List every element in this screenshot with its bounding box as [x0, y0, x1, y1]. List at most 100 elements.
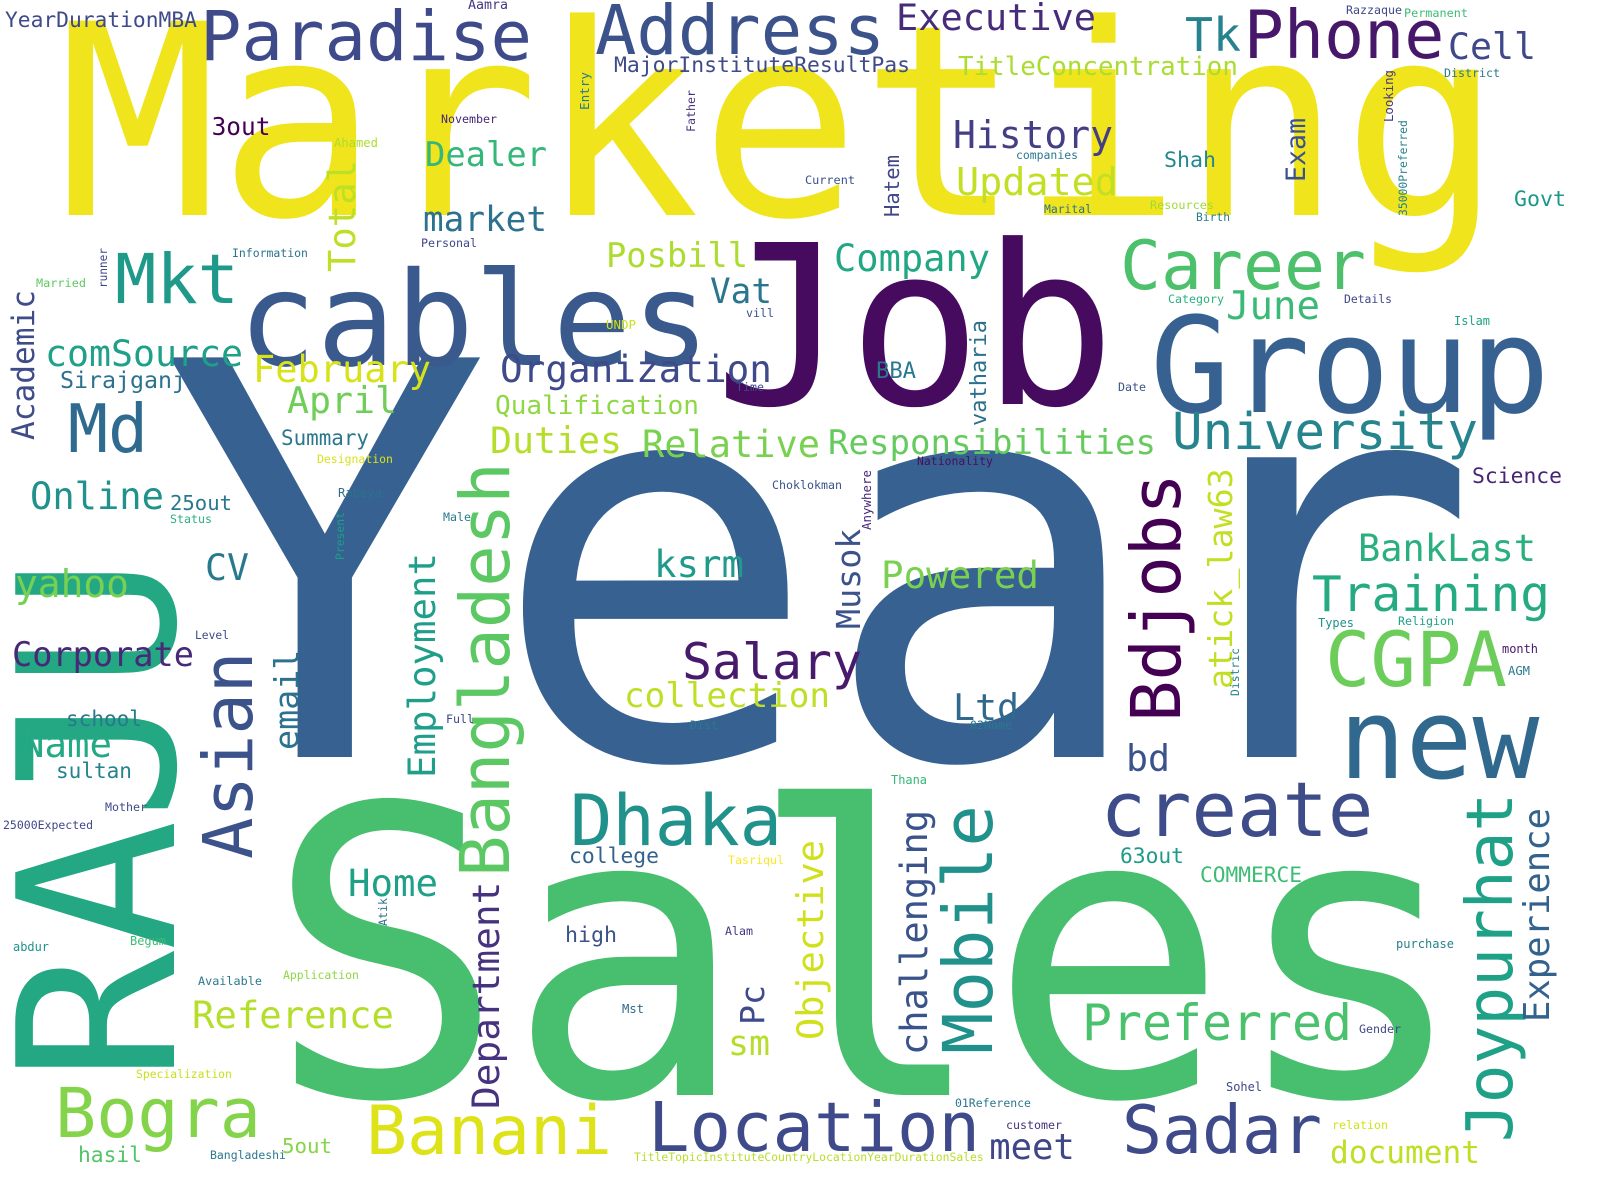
cloud-word: vatharia: [967, 320, 992, 426]
cloud-word: Razzaque: [1346, 2, 1402, 17]
cloud-word: Atik: [376, 898, 391, 926]
cloud-word: high: [565, 923, 617, 949]
cloud-word: February: [253, 348, 431, 391]
cloud-word: cables: [238, 244, 710, 397]
cloud-word: Musok: [829, 528, 869, 630]
cloud-word: Specialization: [136, 1066, 232, 1081]
cloud-word: Gender: [1359, 1021, 1401, 1036]
cloud-word: November: [441, 111, 497, 126]
cloud-word: Date: [1118, 379, 1146, 394]
cloud-word: school: [66, 705, 142, 731]
cloud-word: District: [1444, 65, 1500, 80]
cloud-word: purchase: [1396, 936, 1454, 951]
cloud-word: 63out: [1120, 843, 1184, 869]
cloud-word: Summary: [281, 425, 369, 450]
cloud-word: Entry: [576, 72, 592, 110]
cloud-word: Job: [714, 199, 1116, 457]
cloud-word: Present: [333, 512, 348, 560]
cloud-word: Ahamed: [334, 136, 378, 151]
cloud-word: Begum: [130, 933, 166, 948]
cloud-word: create: [1100, 766, 1374, 855]
cloud-word: Bangladesh: [445, 462, 526, 878]
cloud-word: Sales: [265, 723, 1471, 1190]
cloud-word: hasil: [78, 1142, 142, 1168]
cloud-word: Joypurhat: [1452, 792, 1528, 1143]
cloud-word: Alam: [725, 923, 753, 938]
cloud-word: Mother: [105, 799, 147, 814]
cloud-word: YearDurationMBA: [5, 7, 197, 33]
cloud-word: Personal: [421, 235, 477, 250]
cloud-word: Dealer: [425, 134, 547, 174]
cloud-word: customer: [1006, 1117, 1062, 1132]
cloud-word: Training: [1312, 565, 1550, 624]
cloud-word: Address: [595, 0, 886, 71]
cloud-word: Pc: [733, 985, 773, 1025]
cloud-word: Updated: [956, 160, 1118, 206]
cloud-word: Types: [1318, 615, 1354, 630]
cloud-word: MajorInstituteResultPas: [614, 52, 910, 78]
cloud-word: meet: [989, 1126, 1075, 1168]
cloud-word: Md: [68, 390, 148, 469]
cloud-word: Group: [1150, 290, 1550, 445]
cloud-word: Full: [446, 711, 474, 726]
cloud-word: Reference: [192, 992, 394, 1037]
cloud-word: 35000Preferred: [1396, 120, 1411, 216]
cloud-word: Duties: [490, 419, 622, 463]
cloud-word: bd: [1126, 737, 1170, 781]
cloud-word: Dhaka: [570, 780, 782, 862]
cloud-word: Preferred: [1082, 994, 1352, 1053]
cloud-word: Level: [195, 628, 230, 642]
cloud-word: COMMERCE: [1200, 861, 1302, 887]
cloud-word: Responsibilities: [828, 422, 1156, 463]
cloud-word: Distric: [1228, 648, 1243, 696]
cloud-word: Father: [684, 90, 699, 132]
cloud-word: Marketing: [57, 0, 1503, 278]
cloud-word: 01Reference: [955, 1095, 1031, 1110]
cloud-word: Year: [160, 249, 1481, 887]
cloud-word: abdur: [13, 939, 49, 954]
cloud-word: Posbill: [606, 235, 748, 275]
cloud-word: Shah: [1164, 148, 1216, 174]
cloud-word: TitleTopicInstituteCountryLocationYearDu…: [634, 1149, 984, 1164]
cloud-word: Location: [648, 1087, 981, 1168]
cloud-word: Organization: [500, 346, 772, 391]
cloud-word: runner: [96, 248, 110, 288]
cloud-word: Employment: [400, 552, 445, 778]
cloud-word: Nationality: [917, 453, 993, 468]
cloud-word: Mkt: [115, 239, 240, 320]
cloud-word: Sadar: [1122, 1091, 1322, 1170]
cloud-word: Sirajganj: [60, 367, 186, 395]
cloud-word: college: [569, 843, 660, 869]
cloud-word: Qualification: [495, 390, 699, 421]
cloud-word: vill: [746, 305, 774, 320]
cloud-word: Banani: [366, 1092, 613, 1172]
cloud-word: Home: [348, 860, 439, 905]
cloud-word: April: [287, 379, 397, 423]
cloud-word: sultan: [56, 757, 132, 783]
cloud-word: Information: [232, 245, 308, 260]
cloud-word: Current: [805, 172, 855, 187]
cloud-word: Religion: [1398, 613, 1454, 628]
cloud-word: Time: [736, 379, 764, 394]
cloud-word: 5out: [282, 1133, 332, 1158]
cloud-word: June: [1226, 283, 1320, 329]
cloud-word: Details: [1344, 291, 1392, 306]
cloud-word: Rabeya: [338, 486, 382, 501]
cloud-word: Exam: [1280, 117, 1312, 182]
cloud-word: Male: [443, 509, 471, 524]
cloud-word: Thana: [891, 772, 927, 787]
cloud-word: Permanent: [1404, 5, 1468, 20]
cloud-word: Mst: [622, 1002, 644, 1017]
cloud-word: Tasriqul: [728, 852, 784, 867]
cloud-word: Paradise: [200, 0, 533, 77]
cloud-word: Name: [22, 721, 113, 766]
cloud-word: Available: [198, 973, 262, 988]
cloud-word: 3out: [211, 111, 271, 141]
cloud-word: new: [1338, 676, 1540, 805]
cloud-word: History: [953, 112, 1114, 157]
cloud-word: Experience: [1517, 807, 1559, 1022]
cloud-word: Vat: [710, 271, 773, 312]
cloud-word: Marital: [1044, 201, 1092, 216]
cloud-word: Online: [30, 475, 164, 518]
